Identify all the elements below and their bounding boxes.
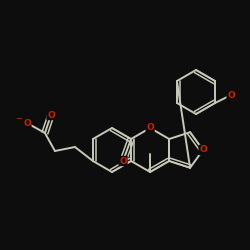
Text: O: O — [227, 90, 235, 100]
Text: O: O — [199, 146, 207, 154]
Text: O: O — [146, 124, 154, 132]
Text: O: O — [47, 110, 55, 120]
Text: −: − — [16, 114, 22, 124]
Text: O: O — [119, 156, 127, 166]
Text: O: O — [23, 118, 31, 128]
